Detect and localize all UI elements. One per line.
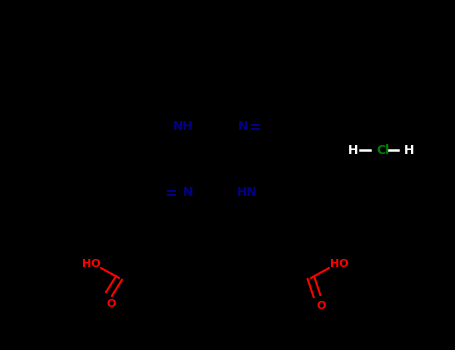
Text: H: H [348, 144, 358, 156]
Text: O: O [316, 301, 326, 311]
Text: HO: HO [330, 259, 349, 269]
Text: O: O [106, 299, 116, 309]
Text: N: N [183, 187, 193, 199]
Text: HO: HO [82, 259, 100, 269]
Text: NH: NH [172, 120, 193, 133]
Text: Cl: Cl [376, 144, 389, 156]
Text: H: H [404, 144, 415, 156]
Text: N: N [238, 120, 248, 133]
Text: HN: HN [237, 187, 258, 199]
